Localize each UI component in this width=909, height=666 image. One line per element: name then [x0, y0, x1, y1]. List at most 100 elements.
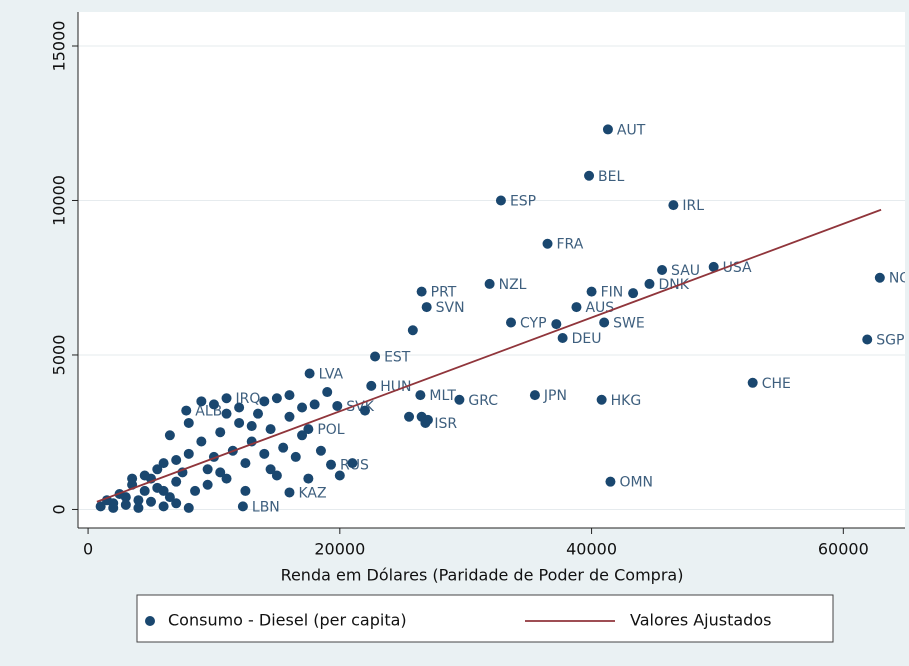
point: [253, 408, 264, 419]
point: [484, 278, 495, 289]
point: [326, 459, 337, 470]
point: [164, 430, 175, 441]
point: [454, 394, 465, 405]
point: [495, 195, 506, 206]
point: [234, 402, 245, 413]
point: [120, 499, 131, 510]
point: [421, 302, 432, 313]
point: [127, 473, 138, 484]
point-label: LBN: [252, 499, 280, 515]
point-label: NOR: [889, 271, 909, 287]
point: [586, 286, 597, 297]
point-label: GRC: [468, 393, 498, 409]
point-label: AUT: [617, 122, 646, 138]
point: [415, 390, 426, 401]
point: [271, 470, 282, 481]
point: [171, 455, 182, 466]
point: [133, 502, 144, 513]
point: [309, 399, 320, 410]
point-label: FIN: [601, 285, 624, 301]
point: [359, 405, 370, 416]
x-axis-title: Renda em Dólares (Paridade de Poder de C…: [281, 566, 684, 585]
point: [551, 319, 562, 330]
point: [215, 467, 226, 478]
point: [259, 448, 270, 459]
point: [183, 448, 194, 459]
point-label: SGP: [876, 333, 904, 349]
point: [422, 414, 433, 425]
point-label: SWE: [613, 316, 645, 332]
point: [139, 470, 150, 481]
point: [657, 265, 668, 275]
point: [265, 424, 276, 435]
legend: [136, 594, 834, 643]
point: [862, 334, 873, 345]
point: [202, 479, 213, 490]
point: [303, 424, 314, 435]
point: [221, 473, 232, 484]
point: [108, 502, 119, 513]
point: [171, 498, 182, 509]
y-tick-label: 5000: [50, 335, 69, 376]
x-tick-label: 20000: [314, 540, 365, 559]
point-label: IRQ: [236, 391, 261, 407]
point: [599, 317, 610, 328]
point: [215, 427, 226, 438]
point: [644, 278, 655, 289]
point-label: HUN: [380, 379, 411, 395]
point: [152, 464, 163, 475]
point: [284, 487, 295, 498]
point: [322, 387, 333, 398]
point: [120, 492, 131, 503]
point: [237, 501, 248, 512]
point: [557, 332, 568, 343]
point-label: ESP: [510, 193, 536, 209]
point-label: JPN: [543, 388, 567, 404]
point-label: ISR: [434, 416, 457, 432]
point: [347, 458, 358, 469]
point-label: BEL: [598, 169, 624, 185]
point: [158, 501, 169, 512]
point: [271, 393, 282, 404]
point: [334, 470, 345, 481]
x-tick-label: 60000: [818, 540, 869, 559]
y-tick-label: 0: [50, 504, 69, 514]
legend-marker: [145, 616, 155, 626]
point: [542, 238, 553, 249]
point-label: HKG: [611, 393, 642, 409]
legend-label: Consumo - Diesel (per capita): [168, 611, 407, 630]
point-label: MLT: [429, 388, 456, 404]
point-label: EST: [384, 350, 411, 366]
point: [366, 380, 377, 391]
y-tick-label: 15000: [50, 21, 69, 72]
fit-line: [96, 208, 882, 503]
point: [221, 393, 232, 404]
x-tick-label: 40000: [566, 540, 617, 559]
legend-label: Valores Ajustados: [630, 611, 771, 630]
point: [246, 421, 257, 432]
point: [668, 200, 679, 211]
point: [208, 399, 219, 410]
point: [416, 286, 427, 297]
point: [278, 442, 289, 453]
point-label: NZL: [499, 277, 527, 293]
point-label: DEU: [572, 331, 602, 347]
point: [164, 492, 175, 503]
point-label: SAU: [671, 263, 700, 279]
point: [183, 417, 194, 428]
y-tick-label: 10000: [50, 175, 69, 226]
point: [303, 473, 314, 484]
point: [304, 368, 315, 379]
point: [240, 458, 251, 469]
point-label: LVA: [319, 367, 344, 383]
point-label: SVN: [436, 300, 465, 316]
point: [506, 317, 517, 328]
point: [221, 408, 232, 419]
point: [571, 302, 582, 313]
point-label: OMN: [619, 475, 653, 491]
point: [605, 476, 616, 487]
point: [133, 495, 144, 506]
point-label: POL: [317, 422, 344, 438]
point-label: KAZ: [298, 485, 326, 501]
